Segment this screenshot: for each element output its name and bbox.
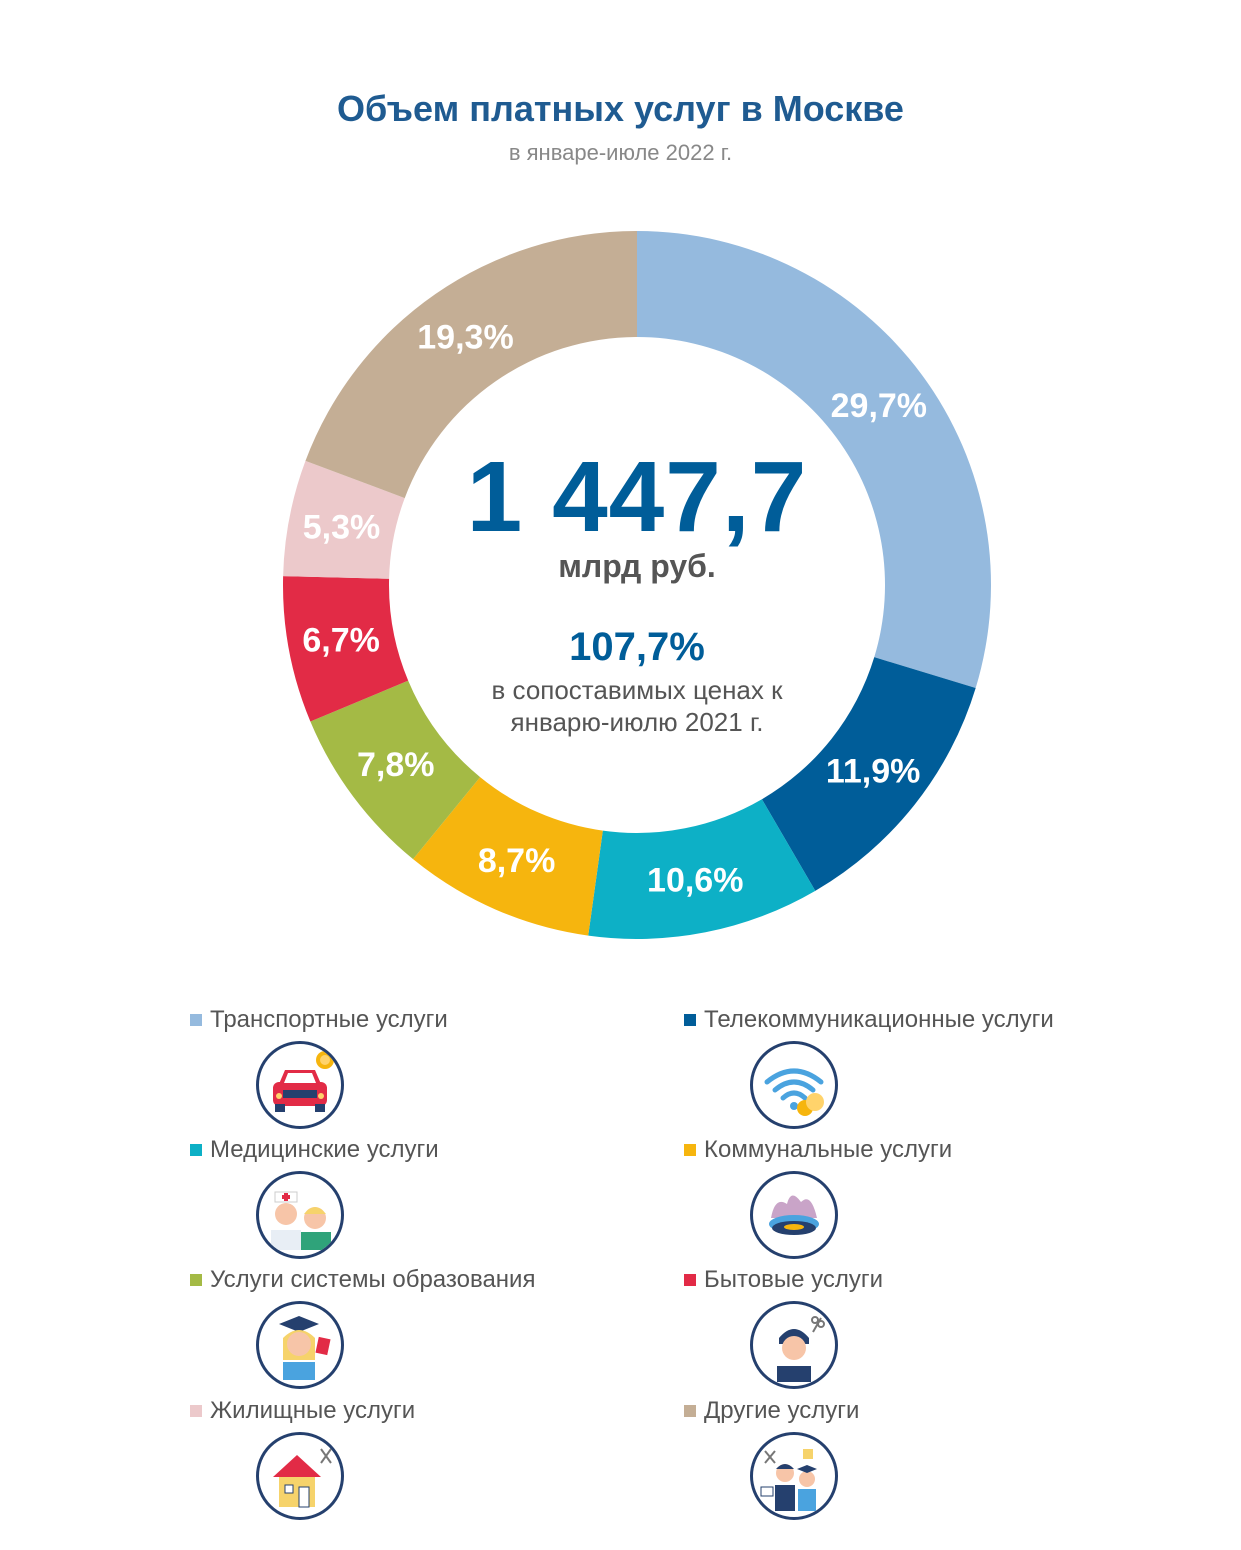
legend-item-other: Другие услуги: [684, 1396, 859, 1526]
donut-segment-other: [305, 231, 637, 499]
legend-swatch: [190, 1274, 202, 1286]
growth-value: 107,7%: [569, 625, 705, 669]
chart-subtitle: в январе-июле 2022 г.: [508, 140, 733, 165]
donut-label-communal: 8,7%: [478, 842, 556, 880]
donut-segment-transport: [637, 231, 991, 689]
legend-item-education: Услуги системы образования: [190, 1265, 535, 1395]
car-coin-icon: [256, 1041, 344, 1129]
legend-swatch: [190, 1014, 202, 1026]
donut-label-education: 7,8%: [357, 746, 435, 784]
donut-segment-education: [310, 680, 481, 860]
legend-label: Другие услуги: [704, 1397, 860, 1424]
legend-item-communal: Коммунальные услуги: [684, 1135, 952, 1265]
people-services-icon: [750, 1432, 838, 1520]
total-unit: млрд руб.: [558, 548, 716, 584]
donut-segment-communal: [413, 777, 603, 936]
legend-label: Бытовые услуги: [704, 1266, 883, 1293]
legend-swatch: [684, 1144, 696, 1156]
barber-icon: [750, 1301, 838, 1389]
donut-label-telecom: 11,9%: [826, 753, 921, 791]
legend-item-medical: Медицинские услуги: [190, 1135, 439, 1265]
donut-label-housing: 5,3%: [303, 509, 381, 547]
growth-note-line2: январю-июлю 2021 г.: [510, 707, 764, 737]
legend-swatch: [190, 1144, 202, 1156]
legend-swatch: [684, 1274, 696, 1286]
legend-swatch: [684, 1405, 696, 1417]
legend-item-household: Бытовые услуги: [684, 1265, 883, 1395]
wifi-coins-icon: [750, 1041, 838, 1129]
donut-label-medical: 10,6%: [647, 861, 743, 899]
donut-segment-telecom: [761, 657, 976, 891]
legend-label: Транспортные услуги: [210, 1006, 448, 1033]
donut-label-transport: 29,7%: [831, 387, 927, 425]
growth-note: в сопоставимых ценах к январю-июлю 2021 …: [437, 674, 837, 738]
donut-label-household: 6,7%: [302, 621, 380, 659]
donut-segment-housing: [283, 460, 405, 579]
legend-item-housing: Жилищные услуги: [190, 1396, 415, 1526]
legend-swatch: [684, 1014, 696, 1026]
donut-chart: 29,7% 11,9% 10,6% 8,7% 7,8% 6,7% 5,3% 19,3%: [282, 231, 991, 939]
house-tools-icon: [256, 1432, 344, 1520]
legend-label: Коммунальные услуги: [704, 1136, 953, 1163]
growth-note-line1: в сопоставимых ценах к: [491, 675, 783, 705]
donut-segment-medical: [588, 799, 816, 939]
chart-title: Объем платных услуг в Москве: [337, 88, 904, 129]
legend-swatch: [190, 1405, 202, 1417]
legend-item-telecom: Телекоммуникационные услуги: [684, 1005, 1054, 1135]
legend-label: Телекоммуникационные услуги: [704, 1006, 1054, 1033]
gas-burner-icon: [750, 1171, 838, 1259]
donut-segment-household: [282, 576, 409, 722]
legend-label: Медицинские услуги: [210, 1136, 439, 1163]
total-value: 1 447,7: [466, 441, 808, 553]
legend-item-transport: Транспортные услуги: [190, 1005, 448, 1135]
donut-label-other: 19,3%: [417, 319, 513, 357]
doctor-patient-icon: [256, 1171, 344, 1259]
legend-label: Услуги системы образования: [210, 1266, 536, 1293]
legend-label: Жилищные услуги: [210, 1397, 416, 1424]
graduate-icon: [256, 1301, 344, 1389]
